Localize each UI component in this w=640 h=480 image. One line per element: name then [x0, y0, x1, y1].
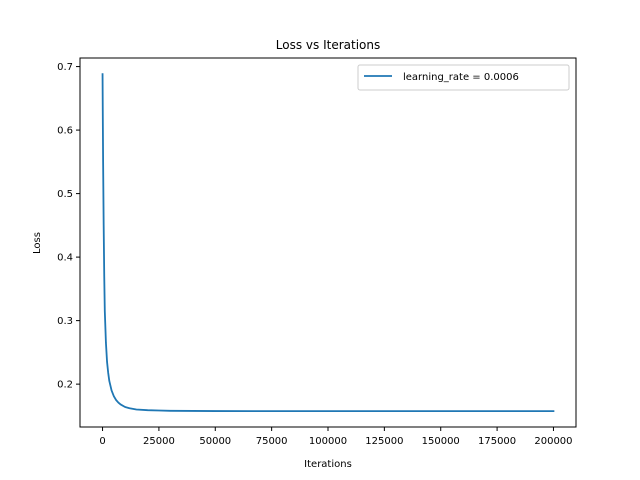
y-tick-label: 0.2	[57, 380, 73, 391]
x-tick-label: 75000	[256, 436, 288, 447]
y-axis-label: Loss	[32, 232, 43, 254]
plot-area	[101, 73, 555, 413]
x-tick-label: 125000	[365, 436, 403, 447]
x-tick-label: 0	[99, 436, 105, 447]
y-tick-label: 0.3	[57, 316, 73, 327]
series-line-0	[101, 73, 555, 413]
x-tick-label: 25000	[143, 436, 175, 447]
x-tick-label: 100000	[309, 436, 347, 447]
x-tick-label: 200000	[534, 436, 572, 447]
y-tick-label: 0.7	[57, 62, 73, 73]
legend-box	[357, 64, 570, 91]
y-axis: 0.2 0.3 0.4 0.5 0.6 0.7	[57, 62, 80, 391]
x-tick-label: 150000	[422, 436, 460, 447]
legend-label: learning_rate = 0.0006	[403, 72, 519, 83]
x-axis-label: Iterations	[304, 459, 352, 470]
y-tick-label: 0.5	[57, 189, 73, 200]
legend: learning_rate = 0.0006	[357, 64, 570, 91]
x-tick-label: 50000	[199, 436, 231, 447]
y-tick-label: 0.4	[57, 253, 73, 264]
y-tick-label: 0.6	[57, 126, 73, 137]
chart-title: Loss vs Iterations	[276, 38, 380, 52]
x-tick-label: 175000	[478, 436, 516, 447]
x-axis: 0 25000 50000 75000 100000 125000 150000 175000…	[99, 427, 573, 447]
